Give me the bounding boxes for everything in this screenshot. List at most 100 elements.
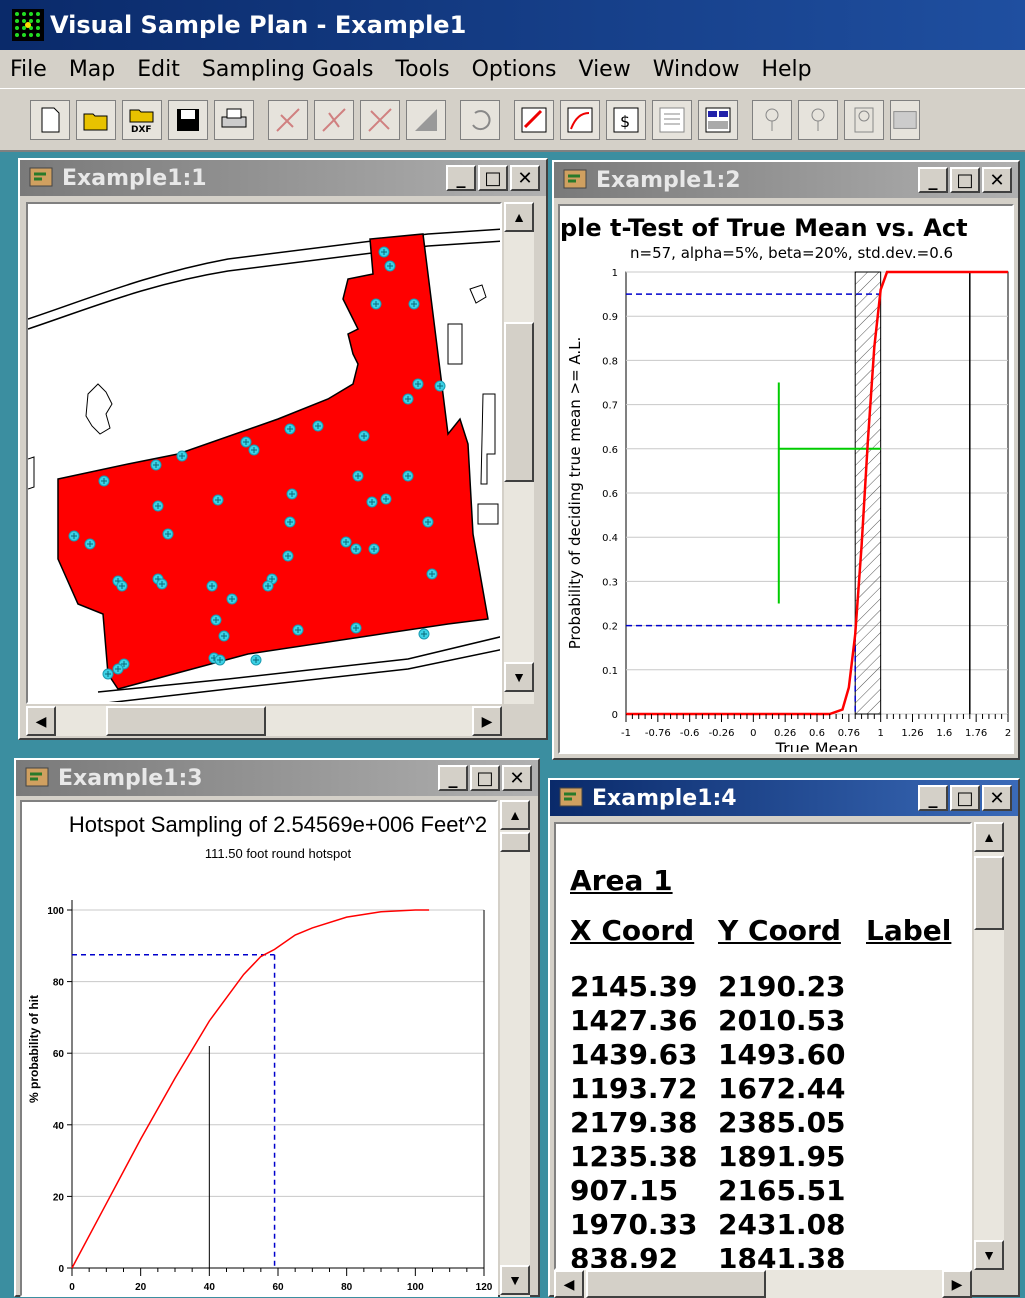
- sample-place-button[interactable]: [268, 99, 308, 140]
- sample-point-cross: [221, 633, 227, 639]
- close-button[interactable]: ✕: [982, 167, 1012, 193]
- save-icon: [177, 108, 199, 131]
- scroll-thumb[interactable]: [106, 706, 266, 736]
- maximize-button[interactable]: □: [470, 765, 500, 791]
- scroll-up-button[interactable]: ▲: [974, 822, 1004, 852]
- y-tick-label: 0.1: [602, 666, 618, 677]
- scroll-thumb[interactable]: [974, 856, 1004, 930]
- new-button[interactable]: [30, 99, 70, 140]
- scroll-left-button[interactable]: ◀: [554, 1270, 584, 1298]
- menu-help[interactable]: Help: [761, 56, 812, 82]
- scroll-right-button[interactable]: ▶: [472, 706, 502, 736]
- x-coord-cell: 2179.38: [570, 1106, 698, 1139]
- y-tick-label: 0.8: [602, 356, 618, 367]
- print-button[interactable]: [214, 99, 254, 140]
- map-view[interactable]: [26, 202, 502, 704]
- open-button[interactable]: [76, 99, 116, 140]
- sample-move-button[interactable]: [314, 99, 354, 140]
- menu-tools[interactable]: Tools: [395, 56, 450, 82]
- sample-point-cross: [229, 596, 235, 602]
- sample-point-cross: [387, 263, 393, 269]
- close-button[interactable]: ✕: [510, 165, 540, 191]
- coordinates-window-titlebar[interactable]: Example1:4 _ □ ✕: [550, 780, 1018, 816]
- coordinates-view-icon: [705, 107, 731, 132]
- maximize-button[interactable]: □: [478, 165, 508, 191]
- y-axis-label: % probability of hit: [27, 995, 41, 1103]
- close-button[interactable]: ✕: [502, 765, 532, 791]
- sample-point-cross: [253, 657, 259, 663]
- x-tick-label: 80: [341, 1282, 353, 1293]
- minimize-button[interactable]: _: [918, 167, 948, 193]
- hotspot-window-titlebar[interactable]: Example1:3 _ □ ✕: [16, 760, 538, 796]
- map-horizontal-scrollbar[interactable]: ◀ ▶: [26, 706, 502, 736]
- probe2-button[interactable]: [798, 99, 838, 140]
- maximize-button[interactable]: □: [950, 167, 980, 193]
- y-coord-cell: 1672.44: [718, 1072, 846, 1105]
- scroll-right-button[interactable]: ▶: [942, 1270, 972, 1298]
- cost-view-button[interactable]: $: [606, 99, 646, 140]
- menu-sampling-goals[interactable]: Sampling Goals: [201, 56, 374, 82]
- menu-file[interactable]: File: [10, 56, 47, 82]
- sample-delete-button[interactable]: [360, 99, 400, 140]
- probe3-icon: [854, 107, 874, 132]
- graph-view-button[interactable]: [560, 99, 600, 140]
- minimize-button[interactable]: _: [446, 165, 476, 191]
- scroll-thumb[interactable]: [586, 1270, 766, 1298]
- x-coord-cell: 907.15: [570, 1174, 679, 1207]
- open-dxf-button[interactable]: DXF: [122, 99, 162, 140]
- map-view-button[interactable]: [514, 99, 554, 140]
- hotspot-window: Example1:3 _ □ ✕ Hotspot Sampling of 2.5…: [14, 758, 540, 1297]
- scroll-down-button[interactable]: ▼: [504, 662, 534, 692]
- menu-view[interactable]: View: [578, 56, 631, 82]
- sample-point-cross: [215, 497, 221, 503]
- sample-point-cross: [265, 583, 271, 589]
- y-tick-label: 0: [58, 1264, 64, 1275]
- scroll-down-button[interactable]: ▼: [500, 1265, 530, 1295]
- sample-area-polygon[interactable]: [57, 233, 489, 690]
- sample-move-icon: [322, 107, 346, 132]
- probe3-button[interactable]: [844, 99, 884, 140]
- area-button[interactable]: [406, 99, 446, 140]
- map-canvas[interactable]: [28, 204, 502, 704]
- y-coord-cell: 1841.38: [718, 1242, 846, 1270]
- minimize-button[interactable]: _: [918, 785, 948, 811]
- scroll-thumb[interactable]: [500, 832, 530, 852]
- sample-point-cross: [405, 396, 411, 402]
- sample-point-cross: [289, 491, 295, 497]
- scroll-up-button[interactable]: ▲: [504, 202, 534, 232]
- minimize-button[interactable]: _: [438, 765, 468, 791]
- map-window-titlebar[interactable]: Example1:1 _ □ ✕: [20, 160, 546, 196]
- menu-edit[interactable]: Edit: [137, 56, 180, 82]
- undo-button[interactable]: [460, 99, 500, 140]
- scroll-up-button[interactable]: ▲: [500, 800, 530, 830]
- rb-button[interactable]: [890, 99, 920, 140]
- table-vertical-scrollbar[interactable]: ▲ ▼: [974, 822, 1004, 1270]
- sample-point-cross: [115, 666, 121, 672]
- x-coord-cell: 838.92: [570, 1242, 679, 1270]
- coordinates-view-button[interactable]: [698, 99, 738, 140]
- probe-button[interactable]: [752, 99, 792, 140]
- scroll-down-button[interactable]: ▼: [974, 1240, 1004, 1270]
- save-button[interactable]: [168, 99, 208, 140]
- app-title-bar: Visual Sample Plan - Example1: [0, 0, 1025, 50]
- maximize-button[interactable]: □: [950, 785, 980, 811]
- y-coord-cell: 1493.60: [718, 1038, 846, 1071]
- ttest-window-titlebar[interactable]: Example1:2 _ □ ✕: [554, 162, 1018, 198]
- sample-point-cross: [251, 447, 257, 453]
- scroll-thumb[interactable]: [504, 322, 534, 482]
- menu-window[interactable]: Window: [652, 56, 740, 82]
- x-coord-cell: 1970.33: [570, 1208, 698, 1241]
- x-coord-cell: 1439.63: [570, 1038, 698, 1071]
- menu-options[interactable]: Options: [471, 56, 557, 82]
- scroll-left-button[interactable]: ◀: [26, 706, 56, 736]
- open-icon: [83, 113, 108, 130]
- map-vertical-scrollbar[interactable]: ▲ ▼: [504, 202, 534, 704]
- close-button[interactable]: ✕: [982, 785, 1012, 811]
- table-horizontal-scrollbar[interactable]: ◀ ▶: [554, 1270, 972, 1298]
- report-view-button[interactable]: [652, 99, 692, 140]
- menu-map[interactable]: Map: [68, 56, 116, 82]
- hotspot-vertical-scrollbar[interactable]: ▲ ▼: [500, 800, 530, 1297]
- x-tick-label: 1: [877, 728, 883, 739]
- rb-icon: [893, 110, 917, 129]
- sample-point-cross: [373, 301, 379, 307]
